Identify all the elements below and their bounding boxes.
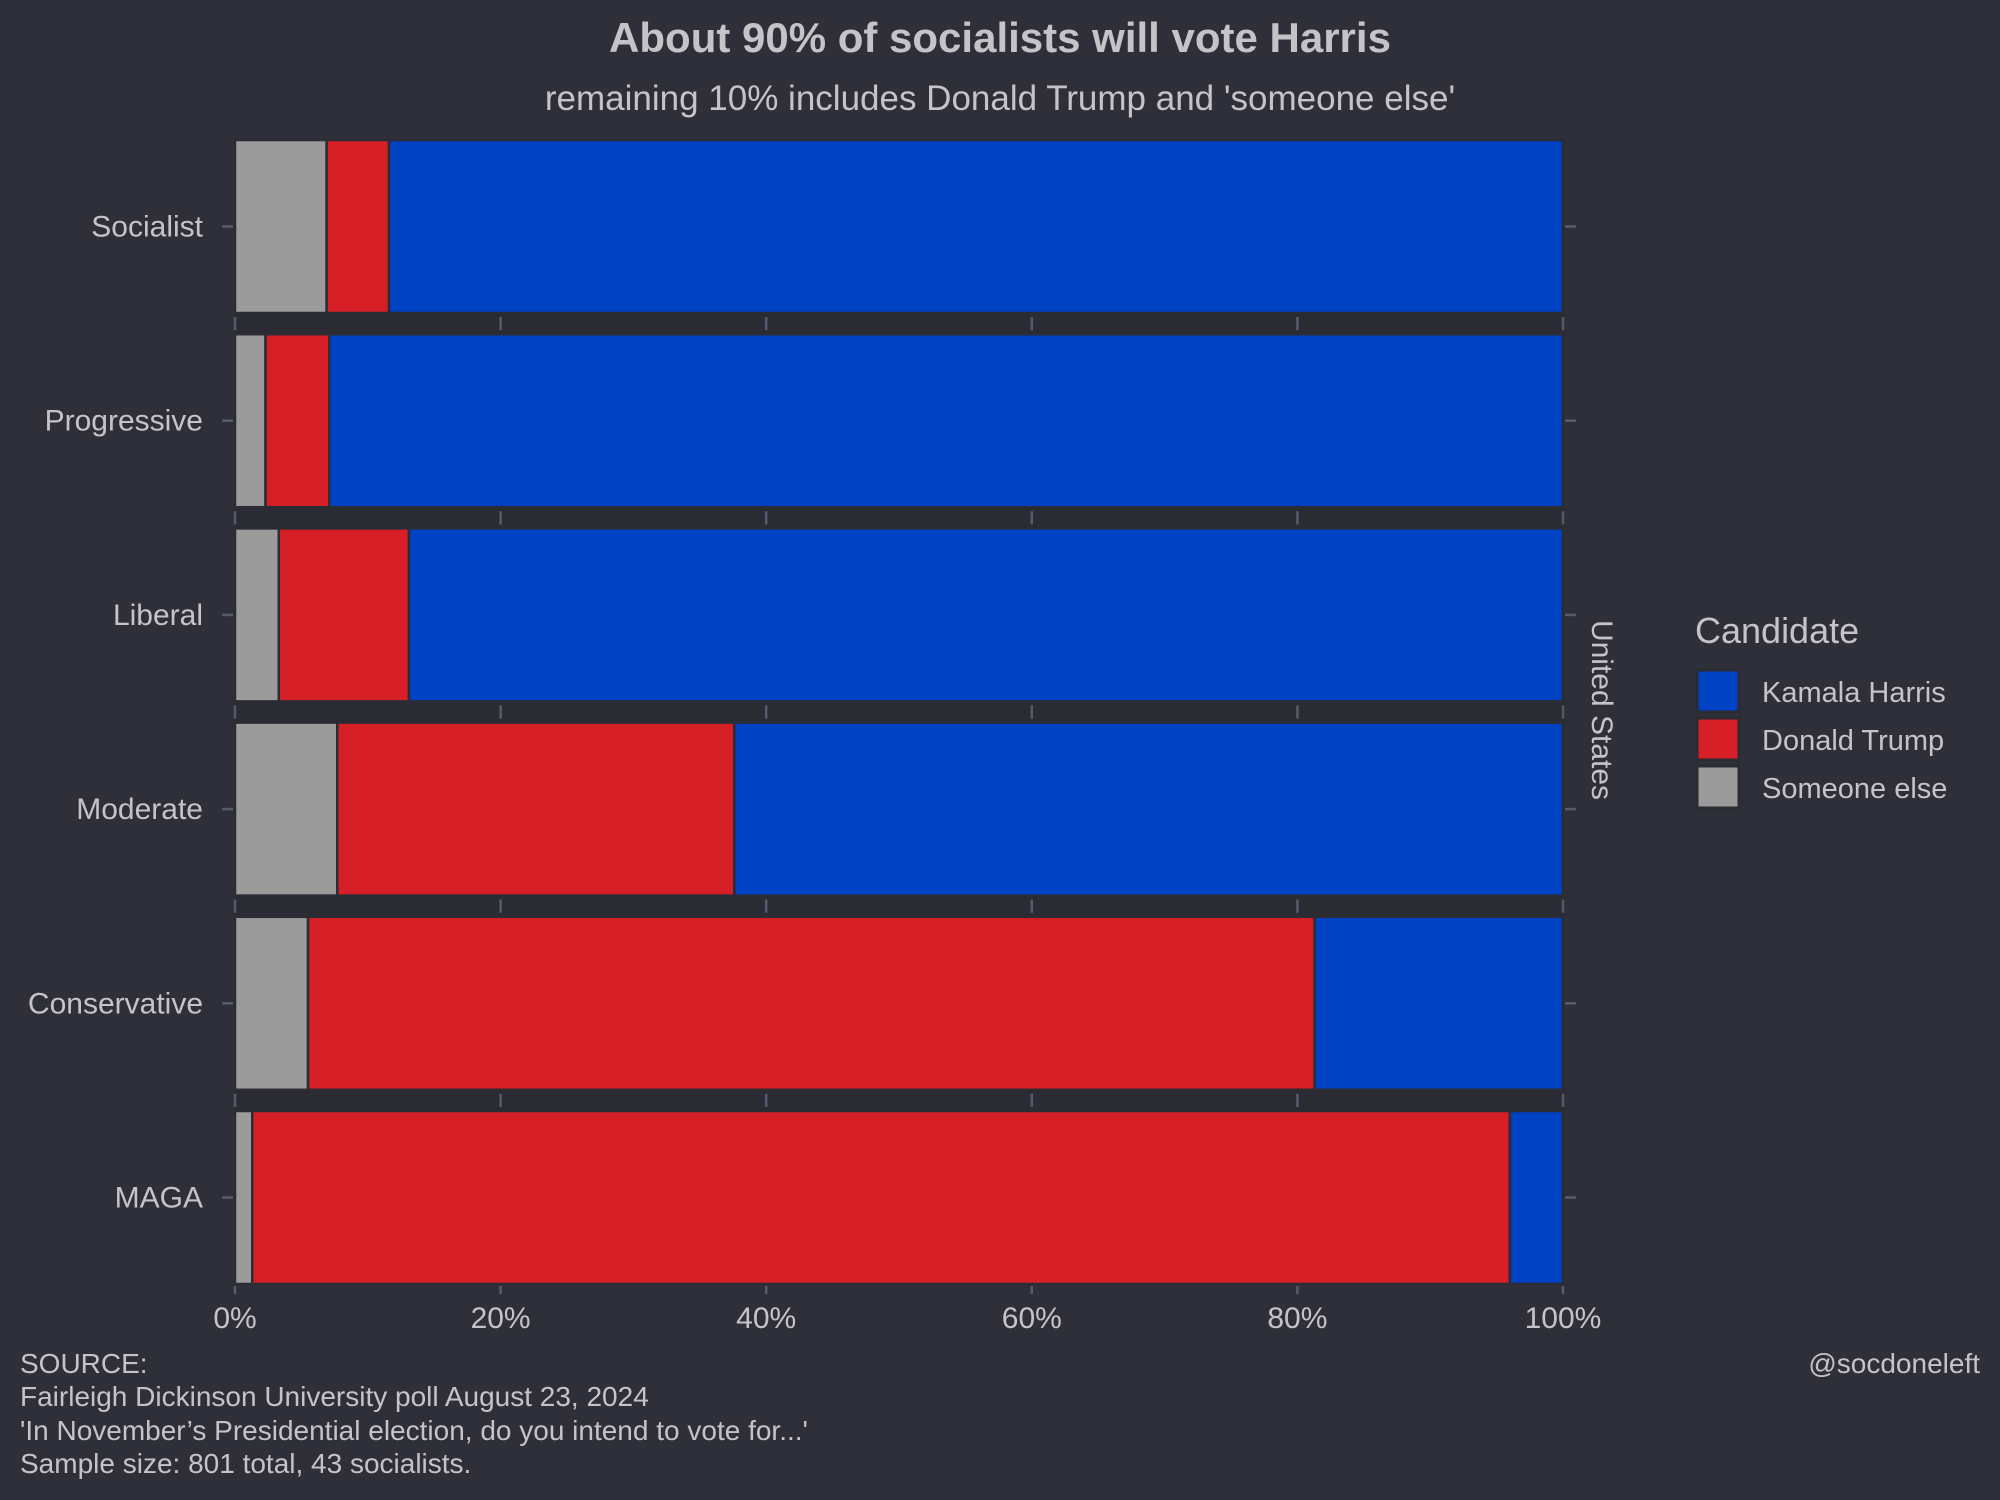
panel-separator [233,508,1565,528]
facet-panel-socialist: Socialist [91,138,1576,334]
bar-segment-kamala-harris [733,721,1565,897]
bar-segment-donald-trump [264,332,331,509]
y-tick-label: Socialist [91,211,203,244]
bar-segment-donald-trump [277,527,411,703]
bar-segment-kamala-harris [407,527,1565,703]
y-tick-label: MAGA [115,1182,203,1215]
y-tick-label: Progressive [45,405,203,438]
y-tick-label: Conservative [28,987,203,1020]
legend: Candidate Kamala Harris Donald Trump Someo… [1695,610,1947,810]
facet-panel-liberal: Liberal [113,527,1576,722]
bar-segment-kamala-harris [1313,915,1565,1092]
bar-segment-kamala-harris [328,332,1565,509]
credit-handle: @socdoneleft [1808,1348,1980,1379]
bar-segment-someone-else [233,138,328,315]
legend-title: Candidate [1695,610,1859,651]
x-tick-label: 80% [1267,1302,1327,1335]
bar-segment-kamala-harris [1508,1109,1565,1286]
legend-label: Donald Trump [1762,725,1944,757]
panel-separator [233,702,1565,722]
panel-separator [233,1090,1565,1110]
legend-entry: Kamala Harris [1695,668,1946,714]
facet-panel-maga: MAGA [115,1109,1576,1286]
legend-swatch [1695,668,1741,714]
caption-line: Fairleigh Dickinson University poll Augu… [20,1381,649,1412]
bar-segment-someone-else [233,915,310,1092]
legend-swatch [1695,764,1741,810]
facet-panels: Socialist Progressive Liberal Moderate Conse… [28,138,1576,1286]
panel-separator [233,896,1565,916]
legend-label: Someone else [1762,773,1947,805]
x-tick-label: 40% [736,1302,796,1335]
facet-panel-progressive: Progressive [45,332,1576,528]
bar-segment-donald-trump [306,915,1316,1092]
bar-segment-someone-else [233,527,281,703]
bar-segment-someone-else [233,332,267,509]
facet-panel-moderate: Moderate [76,721,1576,916]
legend-label: Kamala Harris [1762,677,1946,709]
y-tick-label: Moderate [76,793,203,826]
bar-segment-someone-else [233,721,339,897]
facet-panel-conservative: Conservative [28,915,1576,1110]
y-tick-label: Liberal [113,599,203,632]
x-tick-label: 0% [213,1302,256,1335]
bar-segment-donald-trump [336,721,736,897]
caption-line: 'In November’s Presidential election, do… [20,1415,808,1446]
bar-segment-kamala-harris [387,138,1565,315]
x-tick-label: 100% [1525,1302,1602,1335]
legend-entry: Someone else [1695,764,1947,810]
legend-entry: Donald Trump [1695,716,1944,762]
caption-line: SOURCE: [20,1348,148,1379]
caption: SOURCE: Fairleigh Dickinson University p… [20,1348,1980,1479]
chart-title: About 90% of socialists will vote Harris [609,14,1391,61]
x-axis: 0% 20% 40% 60% 80% 100% [213,1286,1601,1335]
x-tick-label: 20% [471,1302,531,1335]
panel-separator [233,314,1565,334]
facet-strip-label: United States [1585,620,1618,800]
legend-swatch [1695,716,1741,762]
bar-segment-donald-trump [251,1109,1512,1286]
bar-segment-donald-trump [325,138,391,315]
x-tick-label: 60% [1002,1302,1062,1335]
bar-segment-someone-else [233,1109,254,1286]
caption-line: Sample size: 801 total, 43 socialists. [20,1448,471,1479]
chart-subtitle: remaining 10% includes Donald Trump and … [545,79,1455,118]
